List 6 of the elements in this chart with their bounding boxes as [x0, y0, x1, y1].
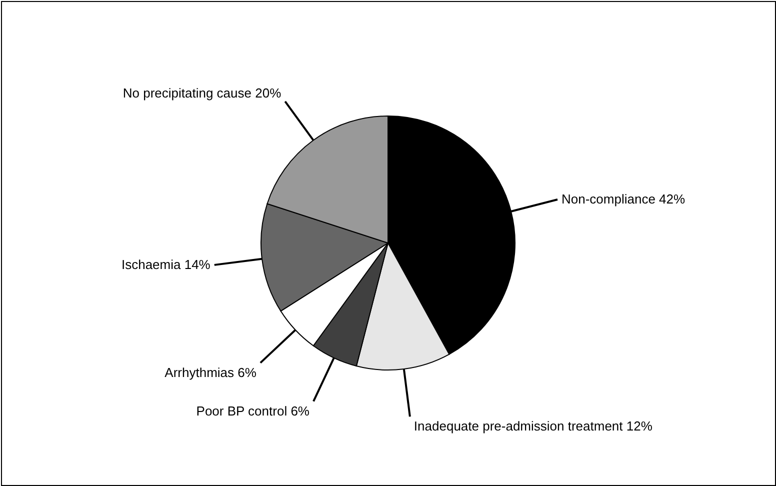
slice-label: Inadequate pre-admission treatment 12%	[414, 418, 653, 434]
slice-label: No precipitating cause 20%	[122, 85, 282, 100]
slice-label: Arrhythmias 6%	[164, 364, 257, 380]
slice-label: Poor BP control 6%	[196, 403, 310, 418]
slice-label: Non-compliance 42%	[562, 191, 686, 206]
slice-label: Ischaemia 14%	[121, 256, 211, 272]
